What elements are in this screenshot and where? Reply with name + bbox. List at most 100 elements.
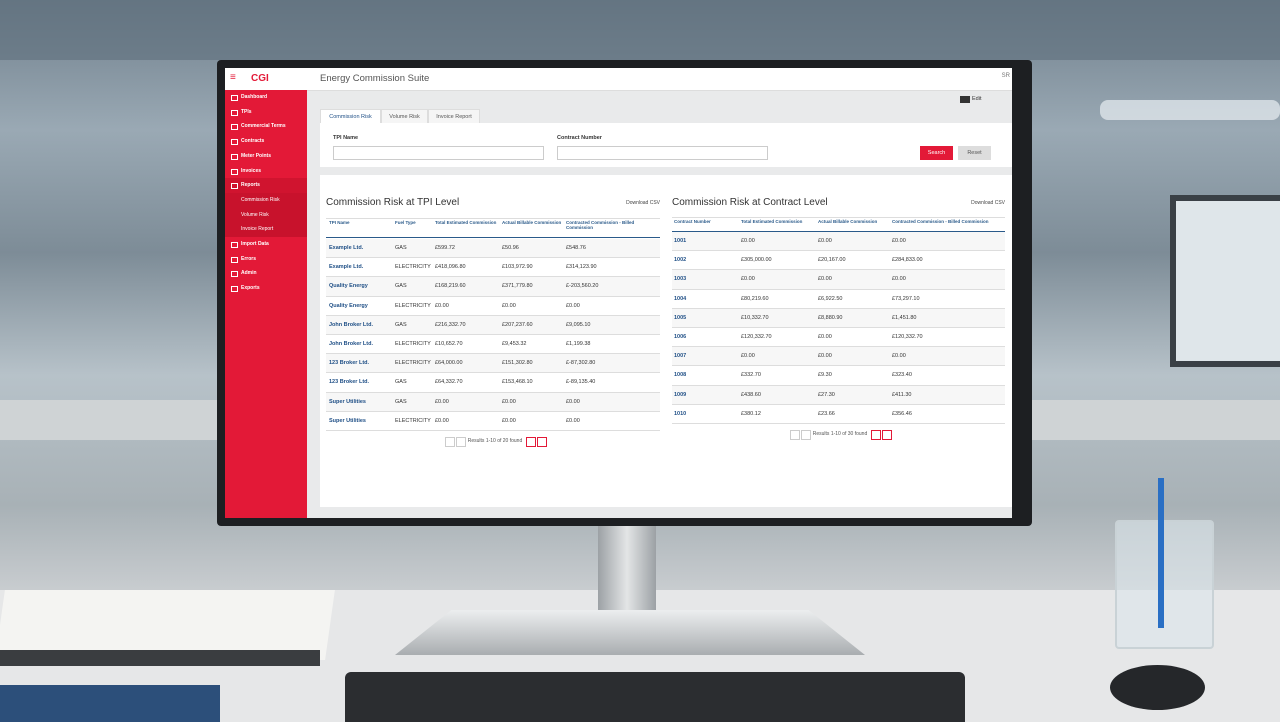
table-cell[interactable]: 1001 (674, 238, 687, 244)
page-button[interactable] (526, 437, 536, 447)
stand-neck (598, 522, 656, 617)
table-cell[interactable]: Super Utilities (329, 417, 366, 424)
table-cell: £103,972.90 (502, 264, 533, 271)
table-cell[interactable]: 1002 (674, 257, 687, 264)
sidebar-item[interactable]: Errors (241, 255, 257, 262)
table-cell[interactable]: 1010 (674, 410, 687, 417)
table-cell[interactable]: Example Ltd. (329, 245, 364, 251)
sidebar-item[interactable]: TPIs (241, 108, 252, 115)
table-cell[interactable]: John Broker Ltd. (329, 341, 374, 347)
table-cell: £0.00 (818, 238, 832, 244)
reset-button[interactable]: Reset (958, 146, 991, 160)
column-header[interactable]: Total Estimated Commission (741, 219, 803, 224)
table-cell: £168,219.60 (435, 283, 466, 290)
table-row (672, 308, 1005, 328)
table-cell: £50.96 (502, 245, 519, 251)
table-cell: £0.00 (566, 398, 580, 405)
table-row (326, 258, 660, 278)
column-header[interactable]: Contract Number (674, 219, 711, 224)
tab[interactable]: Commission Risk (320, 109, 381, 123)
filter-label: Contract Number (557, 135, 602, 141)
table-cell[interactable]: 1006 (674, 334, 687, 340)
menu-icon[interactable]: ≡ (230, 72, 236, 83)
filter-input[interactable] (333, 146, 544, 160)
table-cell[interactable]: John Broker Ltd. (329, 321, 374, 328)
table-cell: £0.00 (741, 353, 755, 360)
column-header[interactable]: Actual Billable Commission (818, 219, 878, 224)
page-button[interactable] (456, 437, 466, 447)
light (1100, 100, 1280, 120)
search-button[interactable]: Search (920, 146, 953, 160)
table-cell: GAS (395, 283, 407, 290)
table-cell[interactable]: 1007 (674, 353, 687, 360)
sidebar-item[interactable]: Invoices (241, 167, 262, 174)
page-button[interactable] (445, 437, 455, 447)
table-cell[interactable]: Quality Energy (329, 283, 368, 290)
table-cell[interactable]: 1008 (674, 372, 687, 379)
table-cell[interactable]: Super Utilities (329, 398, 366, 405)
sidebar-icon (231, 95, 238, 101)
table-cell[interactable]: 1004 (674, 295, 687, 302)
table-cell: £20,167.00 (818, 257, 846, 264)
column-header[interactable]: Actual Billable Commission (502, 220, 562, 225)
table-row (672, 289, 1005, 309)
table-cell: £418,096.80 (435, 264, 466, 271)
column-header[interactable]: Contracted Commission - Billed Commissio… (566, 220, 635, 230)
edit-menu[interactable]: Edit (972, 96, 982, 102)
table-cell: £6,922.50 (818, 295, 843, 302)
table-cell: £151,302.80 (502, 360, 533, 367)
table-cell[interactable]: Example Ltd. (329, 264, 364, 271)
page-button[interactable] (790, 430, 800, 440)
sidebar-item[interactable]: Exports (241, 285, 260, 292)
tab[interactable]: Invoice Report (428, 109, 480, 123)
column-header[interactable]: TPI Name (329, 220, 350, 225)
download-csv[interactable]: Download CSV (626, 200, 660, 206)
table-cell: £0.00 (566, 302, 580, 309)
column-header[interactable]: Fuel Type (395, 220, 416, 225)
sidebar-item[interactable]: Meter Points (241, 152, 272, 159)
header-rule (672, 231, 1005, 232)
sidebar-icon (231, 168, 238, 175)
download-csv[interactable]: Download CSV (971, 200, 1005, 206)
table-cell: £0.00 (892, 353, 906, 360)
sidebar-item[interactable]: Import Data (241, 241, 269, 247)
app-screen: ≡ CGI Energy Commission Suite SR Edit Da… (225, 68, 1012, 518)
sidebar-item[interactable]: Reports (225, 178, 307, 193)
mouse (1110, 665, 1205, 710)
column-header[interactable]: Contracted Commission - Billed Commissio… (892, 219, 989, 224)
sidebar-item[interactable]: Commercial Terms (241, 123, 286, 130)
table-cell[interactable]: 123 Broker Ltd. (329, 360, 370, 367)
sidebar-item[interactable]: Commission Risk (225, 192, 307, 208)
table-row (672, 251, 1005, 271)
page-button[interactable] (801, 430, 811, 440)
table-cell: £380.12 (741, 410, 761, 417)
table-cell: £371,779.80 (502, 283, 533, 290)
table-cell: £64,332.70 (435, 379, 463, 386)
table-row (672, 232, 1005, 252)
user-initials[interactable]: SR (1001, 73, 1010, 79)
sidebar-item[interactable]: Volume Risk (225, 207, 307, 223)
table-cell[interactable]: 1003 (674, 276, 687, 283)
sidebar-item[interactable]: Invoice Report (225, 222, 307, 237)
table-cell: £153,468.10 (502, 379, 533, 386)
table-cell: £0.00 (435, 302, 449, 309)
table-cell: ELECTRICITY (395, 264, 431, 271)
filter-input[interactable] (557, 146, 768, 160)
table-cell: £-89,135.40 (566, 379, 596, 386)
table-cell[interactable]: 123 Broker Ltd. (329, 379, 370, 386)
page-button[interactable] (882, 430, 892, 440)
table-cell[interactable]: 1009 (674, 391, 687, 398)
sidebar-item[interactable]: Contracts (241, 138, 265, 145)
table-cell[interactable]: 1005 (674, 314, 687, 321)
table-cell: £0.00 (502, 417, 516, 424)
column-header[interactable]: Total Estimated Commission (435, 220, 497, 225)
page-button[interactable] (537, 437, 547, 447)
table-cell: £314,123.90 (566, 264, 597, 271)
page-button[interactable] (871, 430, 881, 440)
table-cell[interactable]: Quality Energy (329, 302, 368, 309)
sidebar-item[interactable]: Admin (241, 270, 257, 277)
tab[interactable]: Volume Risk (381, 109, 428, 123)
app-title[interactable]: Energy Commission Suite (320, 73, 430, 84)
sidebar-item[interactable]: Dashboard (241, 94, 268, 100)
sidebar-icon (231, 139, 238, 146)
